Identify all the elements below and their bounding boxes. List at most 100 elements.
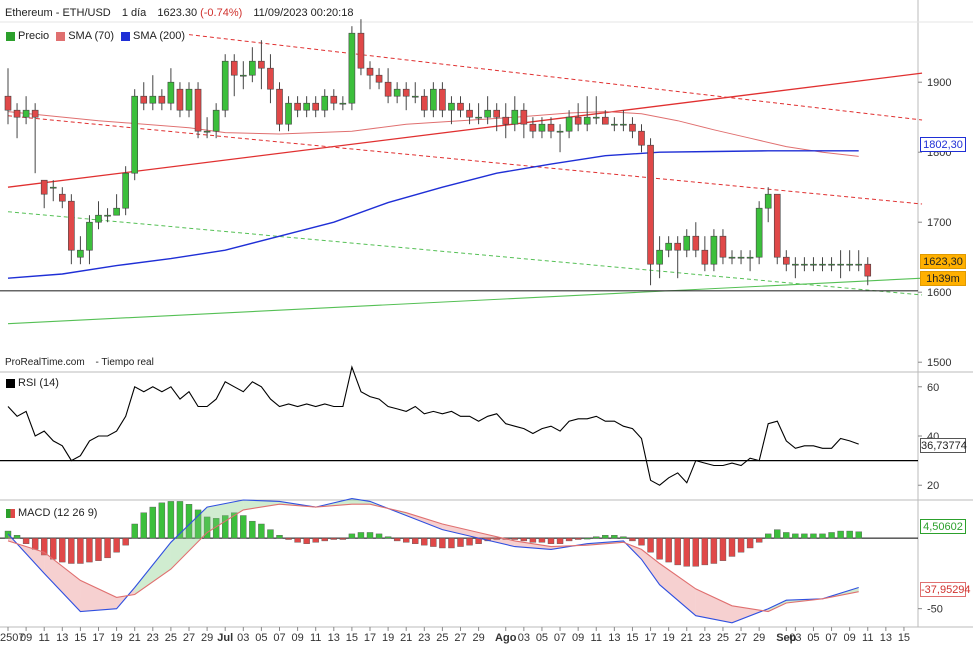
price-value-tag: 1623,30 bbox=[920, 254, 966, 269]
candle-body bbox=[104, 214, 111, 217]
x-tick-label: 21 bbox=[400, 632, 412, 644]
x-tick-label: 05 bbox=[807, 632, 819, 644]
candle-body bbox=[258, 60, 265, 69]
macd-panel bbox=[0, 498, 918, 624]
macd-legend[interactable]: MACD (12 26 9) bbox=[3, 507, 97, 519]
candle bbox=[810, 257, 817, 272]
macd-hist-bar bbox=[493, 537, 500, 540]
candle bbox=[276, 82, 283, 132]
candle-body bbox=[221, 60, 229, 111]
candle-body bbox=[384, 81, 392, 97]
candle-body bbox=[737, 256, 745, 259]
candle-body bbox=[348, 32, 356, 104]
symbol: Ethereum - ETH/USD bbox=[5, 7, 111, 19]
x-tick-label: 23 bbox=[699, 632, 711, 644]
candle-body bbox=[846, 263, 853, 266]
macd-hist-bar bbox=[31, 537, 39, 550]
macd-hist-bar bbox=[339, 537, 347, 540]
macd-hist-bar bbox=[348, 533, 356, 539]
x-tick-label: 17 bbox=[92, 632, 104, 644]
macd-hist-bar bbox=[846, 530, 853, 539]
candle bbox=[556, 124, 564, 153]
macd-fill bbox=[44, 552, 81, 612]
trendline-red bbox=[7, 72, 923, 188]
candle-body bbox=[629, 123, 636, 132]
legend-sma70-label: SMA (70) bbox=[68, 30, 115, 42]
candle bbox=[68, 194, 75, 265]
macd-hist-bar bbox=[176, 501, 184, 539]
candle-body bbox=[828, 263, 835, 266]
macd-hist-bar bbox=[50, 537, 57, 560]
candle-body bbox=[140, 95, 148, 104]
countdown-tag: 1h39m bbox=[920, 271, 966, 286]
candle-body bbox=[194, 88, 202, 132]
macd-hist-bar bbox=[819, 533, 826, 539]
macd-hist-bar bbox=[792, 533, 799, 539]
macd-hist-bar bbox=[665, 537, 672, 563]
candle bbox=[393, 82, 401, 104]
candle bbox=[420, 89, 428, 118]
candle bbox=[819, 257, 826, 272]
macd-hist-bar bbox=[240, 515, 247, 539]
candle bbox=[439, 82, 446, 118]
candle-body bbox=[792, 263, 799, 266]
candle-body bbox=[58, 193, 66, 202]
chart-header: Ethereum - ETH/USD 1 día 1623.30 (-0.74%)… bbox=[5, 7, 361, 19]
x-tick-label: 2507 bbox=[0, 632, 24, 644]
rsi-legend[interactable]: RSI (14) bbox=[3, 377, 59, 389]
candle bbox=[520, 103, 528, 139]
macd-hist-bar bbox=[285, 537, 292, 540]
candle bbox=[95, 201, 102, 230]
rsi-panel bbox=[0, 365, 918, 486]
x-tick-label: 09 bbox=[844, 632, 856, 644]
source-name: ProRealTime.com bbox=[5, 357, 85, 368]
price-tick-label: 1900 bbox=[927, 77, 951, 89]
candle-body bbox=[68, 200, 75, 251]
candle bbox=[22, 96, 30, 125]
macd-fill bbox=[641, 549, 660, 585]
candle bbox=[683, 229, 691, 258]
macd-hist-bar bbox=[68, 537, 75, 564]
candle bbox=[647, 138, 654, 286]
candle-body bbox=[565, 116, 573, 132]
candle bbox=[828, 257, 835, 272]
macd-signal-line bbox=[7, 503, 859, 613]
x-tick-label: 11 bbox=[310, 632, 321, 644]
candle-body bbox=[746, 256, 754, 259]
macd-hist-bar bbox=[810, 533, 817, 539]
macd-hist-bar bbox=[221, 515, 229, 539]
candle-body bbox=[212, 109, 220, 132]
macd-hist-bar bbox=[104, 537, 111, 559]
macd-tick-label: -50 bbox=[927, 604, 943, 616]
macd-hist-bar bbox=[231, 512, 238, 539]
legend-price[interactable]: Precio bbox=[3, 30, 49, 42]
rsi-label: RSI (14) bbox=[18, 377, 59, 389]
macd-hist-bar bbox=[403, 537, 410, 543]
macd-hist-bar bbox=[674, 537, 681, 566]
candle bbox=[611, 117, 618, 132]
macd-hist-bar bbox=[611, 535, 618, 539]
candle-body bbox=[22, 109, 30, 118]
candle-body bbox=[683, 235, 691, 251]
candle-body bbox=[638, 130, 645, 146]
candle bbox=[674, 236, 682, 279]
price-swatch bbox=[6, 31, 15, 41]
candle bbox=[864, 257, 872, 286]
candle-body bbox=[357, 32, 365, 69]
legend-sma200[interactable]: SMA (200) bbox=[118, 30, 185, 42]
candle bbox=[384, 68, 392, 104]
legend-sma70[interactable]: SMA (70) bbox=[53, 30, 114, 42]
macd-fill bbox=[442, 523, 479, 539]
x-tick-label: 25 bbox=[717, 632, 729, 644]
x-tick-label: 09 bbox=[20, 632, 32, 644]
macd-hist-bar bbox=[267, 529, 274, 539]
period: 1 día bbox=[121, 7, 147, 19]
candle bbox=[484, 96, 491, 125]
candle bbox=[140, 82, 148, 111]
macd-hist-bar bbox=[783, 532, 790, 539]
candle bbox=[466, 103, 473, 125]
macd-hist-bar bbox=[303, 537, 310, 544]
macd-fill bbox=[134, 542, 171, 595]
candle bbox=[792, 257, 799, 279]
